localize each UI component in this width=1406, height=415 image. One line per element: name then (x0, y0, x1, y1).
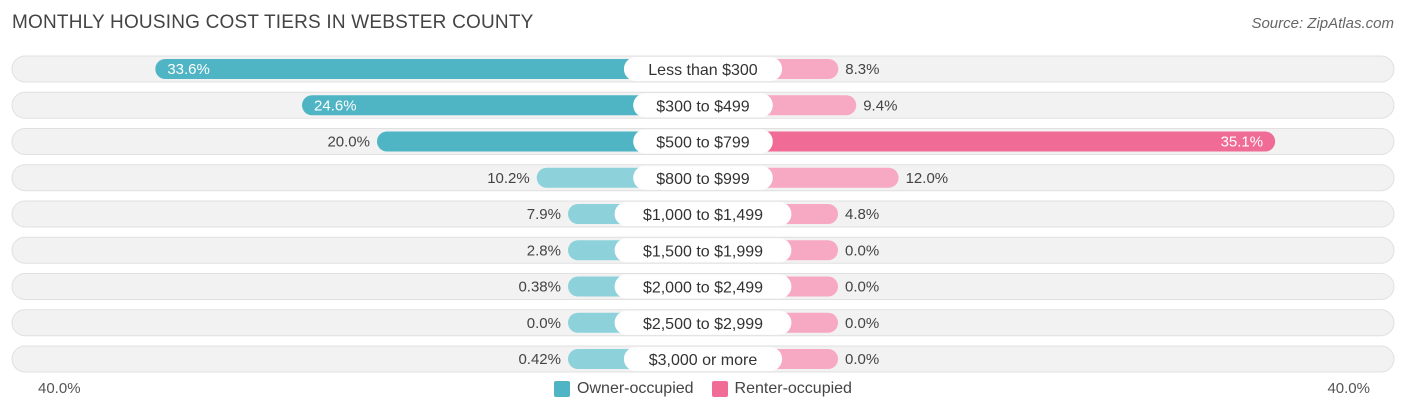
axis-left-label: 40.0% (38, 380, 81, 397)
renter-value-label: 35.1% (1221, 134, 1264, 151)
category-pill (614, 202, 792, 226)
category-label: $2,500 to $2,999 (643, 316, 763, 333)
legend-swatch-renter (711, 381, 728, 397)
renter-value-label: 0.0% (845, 351, 879, 368)
legend: Owner-occupied Renter-occupied (0, 380, 1406, 398)
diverging-bar-chart: 33.6% 8.3% Less than $300 24.6% 9.4% $300 to … (11, 55, 1395, 373)
legend-item-renter: Renter-occupied (711, 380, 852, 398)
category-label: $1,000 to $1,499 (643, 207, 763, 224)
legend-label-renter: Renter-occupied (734, 380, 852, 397)
category-pill (614, 274, 792, 299)
category-pill (614, 310, 792, 335)
category-label: $300 to $499 (656, 98, 750, 115)
category-pill (623, 347, 783, 371)
owner-value-label: 0.38% (518, 279, 561, 296)
chart-source: Source: ZipAtlas.com (1251, 15, 1394, 32)
renter-value-label: 12.0% (906, 170, 949, 187)
owner-value-label: 33.6% (167, 61, 210, 78)
owner-bar (377, 131, 703, 152)
legend-swatch-owner (554, 381, 571, 397)
category-label: $1,500 to $1,999 (643, 243, 763, 260)
axis-right-label: 40.0% (1327, 380, 1370, 397)
category-pill (614, 238, 792, 263)
category-label: $3,000 or more (649, 352, 758, 369)
owner-value-label: 2.8% (527, 242, 561, 259)
renter-bar (703, 131, 1276, 152)
owner-value-label: 10.2% (487, 170, 530, 187)
owner-value-label: 24.6% (314, 97, 357, 114)
chart-title: MONTHLY HOUSING COST TIERS IN WEBSTER CO… (12, 12, 534, 33)
renter-value-label: 8.3% (845, 61, 879, 78)
category-pill (623, 57, 783, 81)
owner-value-label: 0.0% (527, 315, 561, 332)
renter-value-label: 0.0% (845, 242, 879, 259)
owner-bar (302, 95, 703, 116)
owner-value-label: 20.0% (327, 134, 370, 151)
category-pill (633, 129, 773, 154)
category-pill (633, 93, 773, 118)
renter-value-label: 9.4% (863, 97, 897, 114)
category-label: $2,000 to $2,499 (643, 280, 763, 297)
legend-item-owner: Owner-occupied (554, 380, 694, 398)
category-label: $500 to $799 (656, 135, 750, 152)
legend-label-owner: Owner-occupied (577, 380, 694, 397)
category-label: $800 to $999 (656, 171, 750, 188)
category-label: Less than $300 (648, 62, 758, 79)
category-pill (633, 165, 773, 190)
renter-value-label: 0.0% (845, 315, 879, 332)
owner-bar (155, 59, 703, 79)
renter-value-label: 0.0% (845, 279, 879, 296)
renter-value-label: 4.8% (845, 206, 879, 223)
owner-value-label: 0.42% (518, 351, 561, 368)
owner-value-label: 7.9% (527, 206, 561, 223)
